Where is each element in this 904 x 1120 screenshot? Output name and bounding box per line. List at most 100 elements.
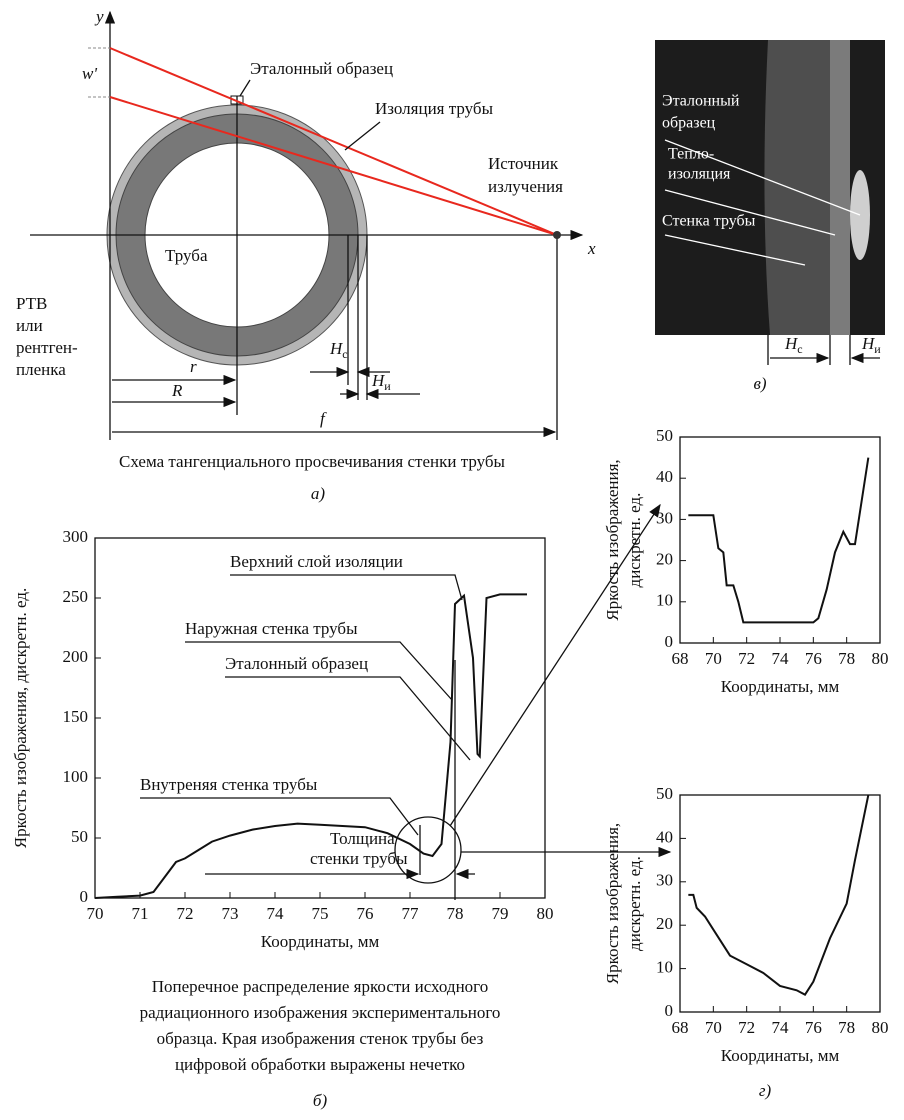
x-tick-label: 76 bbox=[805, 649, 822, 668]
label: или bbox=[16, 316, 43, 335]
y-tick-label: 300 bbox=[63, 527, 89, 546]
x-tick-label: 78 bbox=[838, 649, 855, 668]
leader bbox=[225, 677, 470, 760]
label: рентген- bbox=[16, 338, 78, 357]
y-label: y bbox=[94, 7, 104, 26]
x-tick-label: 70 bbox=[705, 1018, 722, 1037]
y-axis-title: дискретн. ед. bbox=[625, 856, 644, 951]
y-tick-label: 250 bbox=[63, 587, 89, 606]
x-tick-label: 78 bbox=[838, 1018, 855, 1037]
photo-insulation bbox=[830, 40, 850, 335]
x-tick-label: 79 bbox=[492, 904, 509, 923]
label: изоляция bbox=[668, 166, 731, 183]
y-axis-title: Яркость изображения, bbox=[603, 459, 622, 620]
panel-label: а) bbox=[311, 484, 326, 503]
x-tick-label: 76 bbox=[357, 904, 374, 923]
x-tick-label: 80 bbox=[872, 649, 889, 668]
label: РТВ bbox=[16, 294, 47, 313]
leader bbox=[345, 122, 380, 150]
x-tick-label: 76 bbox=[805, 1018, 822, 1037]
y-tick-label: 30 bbox=[656, 871, 673, 890]
label: Эталонный bbox=[662, 93, 740, 110]
annotation: Верхний слой изоляции bbox=[230, 552, 403, 571]
label: Изоляция трубы bbox=[375, 99, 494, 118]
label: R bbox=[171, 381, 183, 400]
y-tick-label: 40 bbox=[656, 827, 673, 846]
label: Стенка трубы bbox=[662, 213, 756, 230]
leader bbox=[240, 80, 250, 96]
caption: цифровой обработки выражены нечетко bbox=[175, 1055, 465, 1074]
panel-label: б) bbox=[313, 1091, 328, 1110]
y-tick-label: 20 bbox=[656, 550, 673, 569]
label: Эталонный образец bbox=[250, 59, 393, 78]
photo-wall bbox=[764, 40, 830, 335]
y-tick-label: 40 bbox=[656, 467, 673, 486]
x-tick-label: 68 bbox=[672, 649, 689, 668]
y-axis-title: дискретн. ед. bbox=[625, 493, 644, 588]
y-tick-label: 150 bbox=[63, 707, 89, 726]
label: Hс bbox=[329, 339, 348, 361]
annotation: Наружная стенка трубы bbox=[185, 619, 358, 638]
x-axis-title: Координаты, мм bbox=[721, 1046, 840, 1065]
x-tick-label: 75 bbox=[312, 904, 329, 923]
label: Hи bbox=[861, 334, 881, 356]
x-tick-label: 71 bbox=[132, 904, 149, 923]
data-line bbox=[688, 795, 868, 995]
w-label: w' bbox=[82, 64, 97, 83]
caption: радиационного изображения эксперименталь… bbox=[140, 1003, 501, 1022]
y-tick-label: 10 bbox=[656, 958, 673, 977]
caption: Поперечное распределение яркости исходно… bbox=[152, 977, 488, 996]
x-axis-title: Координаты, мм bbox=[721, 677, 840, 696]
x-tick-label: 77 bbox=[402, 904, 420, 923]
y-tick-label: 10 bbox=[656, 591, 673, 610]
y-tick-label: 100 bbox=[63, 767, 89, 786]
caption: Схема тангенциального просвечивания стен… bbox=[119, 452, 506, 471]
x-tick-label: 80 bbox=[537, 904, 554, 923]
y-tick-label: 20 bbox=[656, 914, 673, 933]
label: излучения bbox=[488, 177, 563, 196]
x-tick-label: 68 bbox=[672, 1018, 689, 1037]
x-tick-label: 74 bbox=[772, 649, 790, 668]
x-axis-title: Координаты, мм bbox=[261, 932, 380, 951]
caption: образца. Края изображения стенок трубы б… bbox=[157, 1029, 484, 1048]
x-tick-label: 70 bbox=[87, 904, 104, 923]
y-tick-label: 50 bbox=[71, 827, 88, 846]
x-tick-label: 72 bbox=[177, 904, 194, 923]
label: Hи bbox=[371, 371, 391, 393]
y-tick-label: 50 bbox=[656, 784, 673, 803]
y-tick-label: 200 bbox=[63, 647, 89, 666]
y-tick-label: 50 bbox=[656, 426, 673, 445]
x-tick-label: 80 bbox=[872, 1018, 889, 1037]
x-tick-label: 70 bbox=[705, 649, 722, 668]
label: Источник bbox=[488, 154, 559, 173]
panel-label: в) bbox=[753, 374, 766, 393]
x-tick-label: 74 bbox=[267, 904, 285, 923]
label: образец bbox=[662, 115, 716, 132]
label: пленка bbox=[16, 360, 66, 379]
figure: y x w' Эталонный образец Изоляция трубы … bbox=[0, 0, 904, 1120]
plot-frame bbox=[95, 538, 545, 898]
y-axis-title: Яркость изображения, bbox=[603, 823, 622, 984]
data-line bbox=[688, 458, 868, 623]
x-tick-label: 78 bbox=[447, 904, 464, 923]
y-tick-label: 0 bbox=[80, 887, 89, 906]
label: Hс bbox=[784, 334, 803, 356]
photo-v: Эталонный образец Тепло- изоляция Стенка… bbox=[655, 40, 885, 393]
annotation: Толщина bbox=[330, 829, 395, 848]
x-tick-label: 74 bbox=[772, 1018, 790, 1037]
label: f bbox=[320, 409, 327, 428]
x-label: x bbox=[587, 239, 596, 258]
panel-label: г) bbox=[759, 1081, 772, 1100]
label: r bbox=[190, 357, 197, 376]
source-point bbox=[553, 231, 561, 239]
x-tick-label: 73 bbox=[222, 904, 239, 923]
plot-frame bbox=[680, 795, 880, 1012]
annotation: Внутреняя стенка трубы bbox=[140, 775, 318, 794]
label: Труба bbox=[165, 246, 208, 265]
leader bbox=[230, 575, 462, 600]
y-tick-label: 0 bbox=[665, 1001, 674, 1020]
y-tick-label: 30 bbox=[656, 508, 673, 527]
y-tick-label: 0 bbox=[665, 632, 674, 651]
diagram-a: y x w' Эталонный образец Изоляция трубы … bbox=[16, 7, 596, 503]
label: Тепло- bbox=[668, 146, 714, 163]
